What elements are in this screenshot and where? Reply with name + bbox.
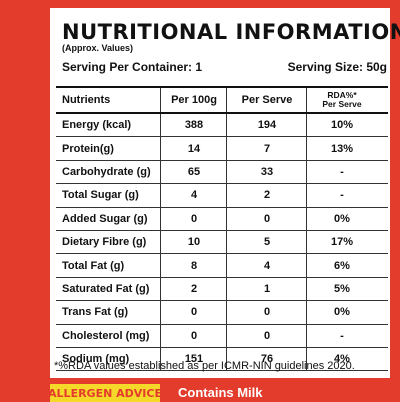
header-row: Nutrients Per 100g Per Serve RDA%* Per Serve	[56, 86, 388, 114]
table-cell: Carbohydrate (g)	[62, 165, 151, 178]
table-cell: 10%	[306, 114, 377, 137]
header-cell: Nutrients	[62, 94, 111, 106]
table-cell: 0	[160, 301, 227, 324]
table-cell: 2	[226, 184, 307, 207]
table-cell: 65	[160, 160, 227, 184]
table-cell: 0%	[306, 301, 377, 324]
table-cell: 33	[226, 160, 307, 184]
allergen-text: Contains Milk	[178, 385, 263, 400]
table-cell: Saturated Fat (g)	[62, 282, 150, 295]
table-cell: -	[306, 160, 377, 184]
table-row: Added Sugar (g) 0 0 0%	[56, 207, 388, 231]
table-cell: Total Sugar (g)	[62, 189, 139, 202]
table-cell: Total Fat (g)	[62, 259, 125, 272]
table-row: Saturated Fat (g) 2 1 5%	[56, 277, 388, 302]
table-row: Trans Fat (g) 0 0 0%	[56, 301, 388, 325]
table-cell: 151	[160, 347, 227, 371]
table-cell: Added Sugar (g)	[62, 212, 148, 225]
subtitle: (Approx. Values)	[62, 43, 134, 53]
header-cell: RDA%* Per Serve	[306, 88, 377, 112]
table-row: Sodium (mg) 151 76 4%	[56, 347, 388, 372]
serving-container: Serving Per Container: 1	[62, 60, 203, 74]
table-cell: 194	[226, 114, 307, 137]
header-cell: Per Serve	[226, 88, 307, 112]
table-cell: -	[306, 184, 377, 207]
table-cell: 4	[226, 254, 307, 277]
table-cell: 388	[160, 114, 227, 137]
table-cell: 8	[160, 254, 227, 277]
header-line: Per Serve	[322, 99, 362, 109]
table-row: Dietary Fibre (g) 10 5 17%	[56, 230, 388, 255]
table-row: Protein(g) 14 7 13%	[56, 137, 388, 161]
table-cell: Trans Fat (g)	[62, 306, 129, 319]
table-row: Total Fat (g) 8 4 6%	[56, 254, 388, 278]
table-cell: 6%	[306, 254, 377, 277]
table-cell: 4%	[306, 347, 377, 371]
table-row: Carbohydrate (g) 65 33-	[56, 160, 388, 185]
table-cell: 14	[160, 137, 227, 160]
table-cell: 13%	[306, 137, 377, 160]
nutrition-table: Nutrients Per 100g Per Serve RDA%* Per Serve…	[56, 86, 388, 372]
table-cell: 0	[160, 207, 227, 230]
table-cell: 7	[226, 137, 307, 160]
table-cell: Energy (kcal)	[62, 119, 132, 132]
table-cell: Protein(g)	[62, 142, 114, 155]
table-cell: 0	[226, 301, 307, 324]
table-cell: 10	[160, 230, 227, 254]
table-cell: Sodium (mg)	[62, 353, 130, 366]
table-row: Cholesterol (mg) 0 0-	[56, 324, 388, 348]
title: NUTRITIONAL INFORMATION	[62, 20, 400, 44]
header-line: RDA%*	[327, 90, 357, 100]
table-cell: 5	[226, 230, 307, 254]
table-cell: 0%	[306, 207, 377, 230]
table-cell: 5%	[306, 277, 377, 301]
table-row: Energy (kcal) 388 194 10%	[56, 114, 388, 138]
table-cell: 17%	[306, 230, 377, 254]
footnote: *%RDA values established as per ICMR-NIN…	[54, 360, 355, 372]
table-cell: Dietary Fibre (g)	[62, 236, 147, 249]
serving-size: Serving Size: 50g	[287, 60, 387, 74]
table-cell: 2	[160, 277, 227, 301]
table-cell: 0	[226, 324, 307, 347]
table-cell: 1	[226, 277, 307, 301]
allergen-label: ALLERGEN ADVICE	[48, 384, 162, 402]
table-cell: 0	[226, 207, 307, 230]
table-cell: Cholesterol (mg)	[62, 329, 150, 342]
table-cell: 76	[226, 347, 307, 371]
table-cell: 0	[160, 324, 227, 347]
table-cell: 4	[160, 184, 227, 207]
table-row: Total Sugar (g) 4 2-	[56, 184, 388, 208]
label-card	[50, 8, 390, 378]
header-cell: Per 100g	[160, 88, 227, 112]
table-cell: -	[306, 324, 377, 347]
